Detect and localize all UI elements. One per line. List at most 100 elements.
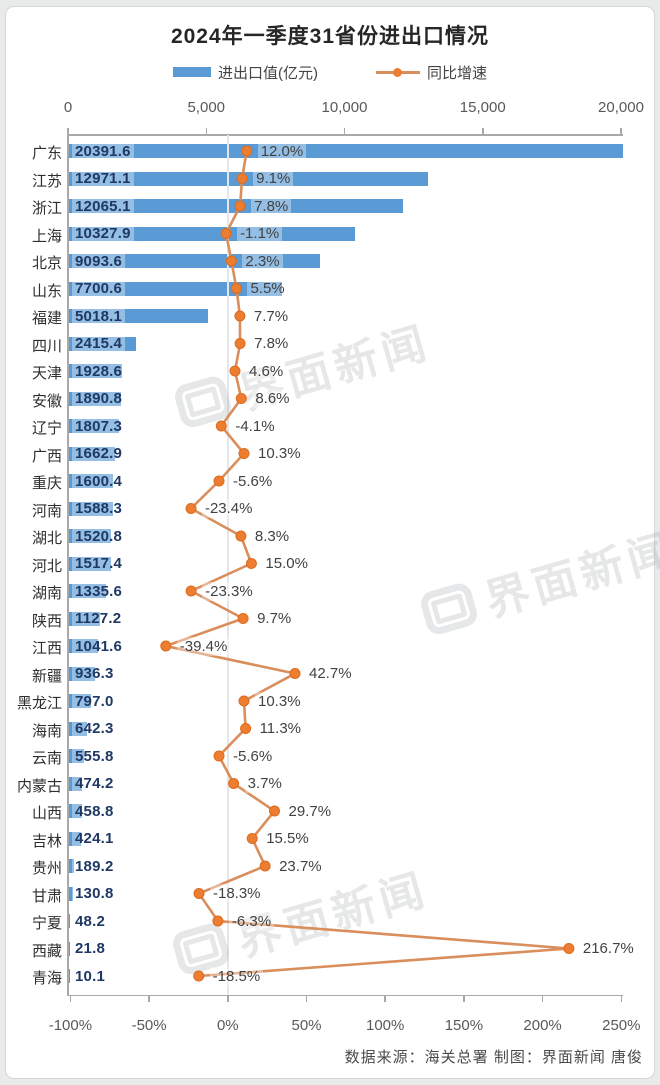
chart-title: 2024年一季度31省份进出口情况	[170, 25, 490, 48]
growth-label: 7.8%	[251, 196, 292, 216]
line-series-label: 同比增速	[426, 64, 487, 82]
province-label: 湖南	[31, 585, 62, 602]
legend-item-bar-series: 进出口值(亿元)	[172, 62, 318, 83]
growth-label: 7.8%	[251, 334, 292, 353]
bottom-axis-line	[68, 994, 623, 996]
value-label: 1041.6	[72, 636, 126, 656]
import-export-bar	[69, 694, 92, 708]
top-axis-tick-label: 15,000	[459, 99, 506, 116]
growth-label: 8.6%	[252, 389, 293, 408]
value-label: 1807.3	[72, 416, 126, 436]
value-label: 474.2	[72, 774, 117, 793]
zero-percent-gridline	[226, 135, 229, 995]
growth-label: -5.6%	[229, 746, 276, 766]
province-label: 湖北	[31, 530, 62, 547]
growth-label: 11.3%	[256, 719, 304, 738]
value-label: 1127.2	[72, 609, 125, 628]
growth-label: 15.0%	[262, 554, 311, 573]
legend-item-line-series: 同比增速	[375, 62, 487, 83]
value-label: 797.0	[72, 691, 117, 711]
growth-label: -23.4%	[201, 499, 256, 518]
value-label: 555.8	[72, 746, 117, 766]
import-export-bar	[69, 446, 115, 461]
province-label: 贵州	[31, 860, 62, 877]
value-label: 936.3	[72, 664, 117, 683]
growth-label: -18.5%	[209, 966, 264, 986]
import-export-bar	[69, 886, 73, 901]
bottom-axis-tick	[541, 996, 544, 1002]
bottom-axis-tick-label: 50%	[291, 1017, 322, 1034]
import-export-bar	[69, 859, 75, 873]
top-axis-tick	[343, 128, 346, 134]
province-label: 辽宁	[31, 420, 62, 437]
bottom-axis-tick-label: -100%	[48, 1017, 93, 1034]
growth-label: -6.3%	[228, 911, 275, 931]
bottom-axis-tick	[227, 996, 229, 1002]
province-label: 广东	[31, 145, 62, 162]
bottom-axis-tick-label: 100%	[366, 1017, 405, 1034]
growth-label: 29.7%	[285, 801, 335, 821]
bottom-axis-tick-label: 250%	[602, 1017, 641, 1034]
value-label: 1600.4	[72, 471, 126, 491]
province-label: 安徽	[31, 392, 62, 410]
top-axis-tick	[205, 128, 207, 134]
growth-label: 8.3%	[251, 526, 293, 546]
import-export-bar	[69, 831, 81, 846]
province-label: 吉林	[31, 832, 62, 850]
value-label: 1588.3	[72, 499, 126, 518]
province-label: 甘肃	[31, 887, 62, 905]
legend: 进出口值(亿元) 同比增速	[0, 61, 660, 83]
growth-label: -39.4%	[176, 636, 231, 656]
top-axis-tick-label: 0	[63, 99, 73, 116]
bottom-axis-tick-label: 200%	[523, 1017, 562, 1034]
province-label: 重庆	[31, 475, 62, 492]
province-label: 天津	[31, 365, 62, 382]
province-label: 浙江	[31, 200, 62, 217]
province-label: 江西	[31, 640, 62, 657]
value-label: 1928.6	[72, 361, 126, 381]
growth-label: -23.3%	[202, 581, 256, 601]
growth-label: 3.7%	[244, 774, 285, 793]
line-series-marker-icon	[393, 67, 403, 77]
import-export-bar	[69, 721, 87, 736]
value-label: 20391.6	[72, 141, 134, 161]
import-export-bar	[69, 639, 98, 653]
province-label: 山东	[31, 282, 62, 300]
import-export-bar	[69, 529, 112, 543]
bottom-axis-tick-label: -50%	[131, 1017, 167, 1034]
value-label: 130.8	[72, 884, 117, 903]
province-label: 海南	[31, 722, 62, 740]
province-label: 陕西	[31, 612, 62, 630]
bottom-axis-tick-label: 0%	[216, 1017, 239, 1034]
bottom-axis-tick	[463, 996, 465, 1002]
import-export-bar	[69, 914, 71, 928]
value-label: 10.1	[72, 966, 108, 986]
growth-label: -1.1%	[237, 224, 283, 243]
bottom-axis-tick	[69, 996, 72, 1002]
value-label: 1517.4	[72, 554, 126, 573]
left-axis-line	[67, 134, 69, 996]
import-export-bar	[69, 501, 113, 516]
province-label: 上海	[31, 227, 62, 245]
province-label: 内蒙古	[16, 777, 62, 795]
province-label: 宁夏	[31, 915, 62, 932]
top-axis-tick	[67, 128, 69, 134]
bar-series-swatch	[172, 67, 211, 77]
growth-label: 23.7%	[276, 856, 325, 876]
value-label: 21.8	[72, 939, 108, 958]
growth-label: 5.5%	[247, 279, 288, 298]
value-label: 2415.4	[72, 334, 126, 353]
province-label: 河北	[31, 557, 62, 575]
province-label: 黑龙江	[16, 695, 62, 712]
value-label: 5018.1	[72, 306, 126, 326]
bottom-axis-tick	[148, 996, 150, 1002]
growth-label: 10.3%	[255, 691, 304, 711]
import-export-bar	[69, 804, 82, 818]
top-axis-tick-label: 5,000	[187, 99, 226, 116]
top-axis-tick	[620, 128, 622, 134]
growth-label: 15.5%	[263, 829, 312, 848]
import-export-bar	[69, 474, 114, 488]
province-label: 北京	[31, 255, 62, 272]
top-axis-tick-label: 10,000	[321, 99, 368, 116]
